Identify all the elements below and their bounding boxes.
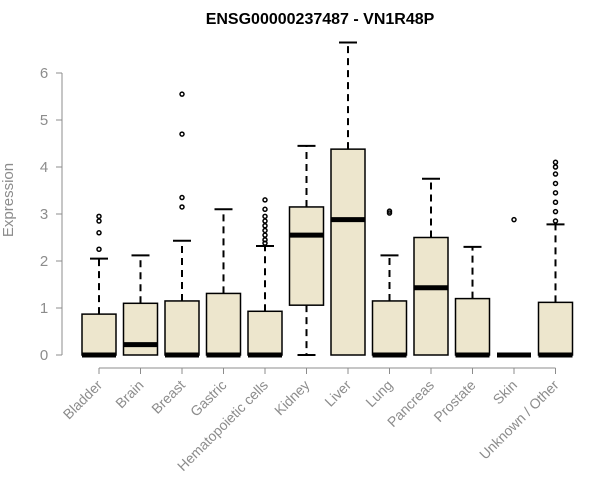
y-tick-label: 5 — [40, 112, 48, 129]
outlier-point — [552, 180, 559, 187]
y-tick-label: 3 — [40, 206, 48, 223]
outlier-point — [511, 216, 517, 223]
box-group — [81, 213, 117, 358]
outlier-point — [96, 230, 102, 236]
outlier-point — [179, 131, 185, 137]
outlier-point — [96, 246, 102, 252]
plot-area — [81, 41, 574, 358]
outlier-point — [262, 227, 268, 234]
box-group — [288, 144, 325, 356]
box-group — [454, 245, 491, 358]
x-tick-label: Breast — [148, 377, 188, 417]
outlier-point — [552, 199, 559, 205]
box-group — [413, 177, 449, 356]
box-iqr — [454, 297, 491, 356]
outlier-point — [552, 159, 559, 166]
outlier-point — [386, 208, 393, 214]
box-group — [205, 208, 242, 358]
outlier-point — [262, 232, 268, 238]
outlier-point — [96, 218, 102, 224]
x-tick-label: Prostate — [430, 377, 478, 425]
chart-title: ENSG00000237487 - VN1R48P — [206, 11, 435, 28]
y-tick-label: 4 — [40, 159, 48, 176]
outlier-point — [552, 190, 559, 196]
outlier-point — [262, 218, 268, 224]
box-iqr — [205, 292, 242, 356]
box-iqr — [247, 310, 283, 356]
x-tick-label: Lung — [362, 377, 395, 410]
box-iqr — [122, 302, 159, 356]
box-iqr — [371, 300, 408, 356]
outlier-point — [179, 204, 185, 210]
box-iqr — [288, 206, 325, 306]
box-group — [497, 216, 531, 358]
outlier-point — [179, 194, 185, 201]
outlier-point — [262, 213, 268, 220]
outlier-point — [552, 218, 559, 224]
outlier-point — [552, 171, 559, 177]
box-group — [122, 254, 159, 356]
outlier-point — [262, 223, 268, 229]
box-group — [330, 41, 366, 356]
x-tick-label: Kidney — [271, 377, 313, 419]
y-axis-label: Expression — [0, 163, 17, 237]
y-tick-label: 1 — [40, 300, 48, 317]
outlier-point — [262, 197, 268, 203]
box-group — [371, 208, 408, 358]
box-group — [247, 197, 283, 358]
outlier-point — [179, 91, 185, 97]
box-group — [537, 159, 574, 358]
y-tick-label: 2 — [40, 253, 48, 270]
x-tick-label: Liver — [321, 377, 354, 410]
y-tick-label: 0 — [40, 347, 48, 364]
x-tick-label: Brain — [112, 377, 146, 411]
box-iqr — [537, 301, 574, 356]
x-tick-label: Bladder — [60, 377, 106, 423]
outlier-point — [262, 206, 268, 213]
x-tick-label: Unknown / Other — [476, 377, 562, 463]
box-iqr — [164, 300, 200, 356]
y-tick-label: 6 — [40, 65, 48, 82]
outlier-point — [552, 208, 559, 215]
outlier-point — [262, 237, 268, 243]
x-tick-label: Skin — [490, 377, 521, 408]
box-iqr — [81, 313, 117, 356]
outlier-point — [96, 213, 102, 220]
outlier-point — [552, 164, 559, 170]
box-group — [164, 91, 200, 358]
box-iqr — [413, 236, 449, 356]
box-iqr — [330, 148, 366, 356]
